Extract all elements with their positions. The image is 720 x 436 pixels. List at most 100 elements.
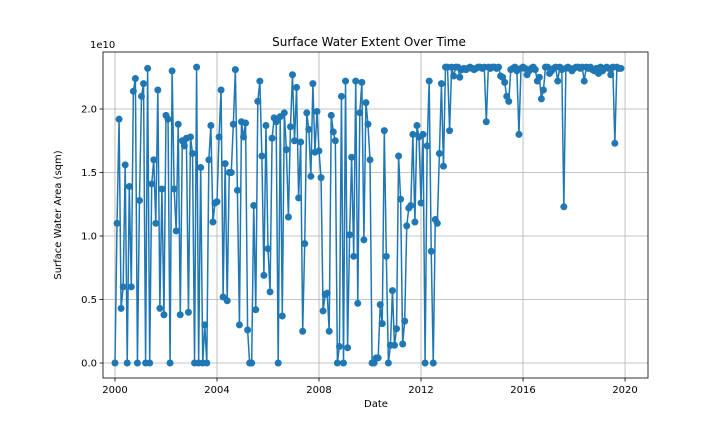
- data-point: [393, 325, 401, 333]
- data-point: [505, 97, 513, 105]
- data-point: [240, 133, 248, 141]
- data-point: [362, 99, 370, 107]
- data-point: [411, 218, 419, 226]
- data-point: [170, 185, 178, 193]
- data-point: [272, 118, 280, 126]
- data-point: [352, 77, 360, 85]
- data-point: [291, 137, 299, 145]
- data-point: [437, 80, 445, 88]
- data-point: [335, 343, 343, 351]
- data-point: [295, 194, 303, 202]
- data-point: [274, 359, 282, 367]
- data-point: [366, 156, 374, 164]
- data-point: [450, 72, 458, 80]
- data-point: [242, 119, 250, 127]
- data-point: [395, 152, 403, 160]
- data-point: [140, 80, 148, 88]
- y-axis-label: Surface Water Area (sqm): [53, 150, 64, 279]
- data-point: [115, 115, 123, 123]
- data-point: [348, 153, 356, 161]
- x-tick-label: 2016: [510, 385, 535, 396]
- data-point: [417, 199, 425, 207]
- data-point: [344, 344, 352, 352]
- data-point: [176, 311, 184, 319]
- data-point: [299, 327, 307, 335]
- data-point: [152, 219, 160, 227]
- data-point: [135, 196, 143, 204]
- data-point: [288, 71, 296, 79]
- data-point: [166, 359, 174, 367]
- data-point: [266, 288, 274, 296]
- data-point: [223, 297, 231, 305]
- data-point: [337, 92, 345, 100]
- data-point: [360, 236, 368, 244]
- data-point: [423, 142, 431, 150]
- data-point: [113, 219, 121, 227]
- data-point: [329, 128, 337, 136]
- data-point: [315, 147, 323, 155]
- data-point: [433, 219, 441, 227]
- data-point: [193, 63, 201, 71]
- data-point: [133, 359, 141, 367]
- data-point: [305, 125, 313, 133]
- data-point: [303, 109, 311, 117]
- data-point: [317, 174, 325, 182]
- data-point: [280, 109, 288, 117]
- data-point: [119, 283, 127, 291]
- data-point: [446, 127, 454, 135]
- data-point: [325, 327, 333, 335]
- data-point: [301, 240, 309, 248]
- data-point: [264, 245, 272, 253]
- x-tick-label: 2020: [612, 385, 637, 396]
- x-tick-label: 2004: [204, 385, 229, 396]
- data-point: [333, 359, 341, 367]
- data-point: [403, 222, 411, 230]
- data-point: [197, 163, 205, 171]
- data-point: [189, 149, 197, 157]
- data-point: [286, 123, 294, 131]
- data-point: [297, 138, 305, 146]
- data-point: [127, 283, 135, 291]
- data-point: [123, 359, 131, 367]
- data-point: [378, 320, 386, 328]
- data-point: [262, 122, 270, 130]
- data-point: [531, 66, 539, 74]
- data-point: [278, 312, 286, 320]
- data-point: [233, 186, 241, 194]
- data-point: [260, 271, 268, 279]
- data-point: [427, 247, 435, 255]
- data-point: [254, 97, 262, 105]
- data-point: [401, 317, 409, 325]
- data-point: [535, 73, 543, 81]
- data-point: [429, 359, 437, 367]
- data-point: [213, 198, 221, 206]
- data-point: [515, 130, 523, 138]
- data-point: [439, 162, 447, 170]
- x-tick-label: 2012: [408, 385, 433, 396]
- y-offset-label: 1e10: [90, 40, 115, 51]
- data-point: [252, 306, 260, 314]
- y-tick-label: 0.5: [81, 295, 97, 306]
- data-point: [229, 120, 237, 128]
- data-point: [203, 359, 211, 367]
- data-point: [323, 289, 331, 297]
- data-point: [358, 78, 366, 86]
- data-point: [221, 160, 229, 168]
- data-point: [409, 130, 417, 138]
- data-point: [158, 185, 166, 193]
- data-point: [309, 80, 317, 88]
- data-point: [268, 134, 276, 142]
- data-point: [180, 142, 188, 150]
- data-point: [282, 146, 290, 154]
- y-tick-label: 1.5: [81, 168, 97, 179]
- data-point: [399, 340, 407, 348]
- data-point: [482, 118, 490, 126]
- data-point: [611, 139, 619, 147]
- data-point: [117, 304, 125, 312]
- data-point: [307, 172, 315, 180]
- data-point: [164, 115, 172, 123]
- data-point: [154, 86, 162, 94]
- data-point: [425, 77, 433, 85]
- data-point: [125, 182, 133, 190]
- axes-frame: [102, 51, 649, 379]
